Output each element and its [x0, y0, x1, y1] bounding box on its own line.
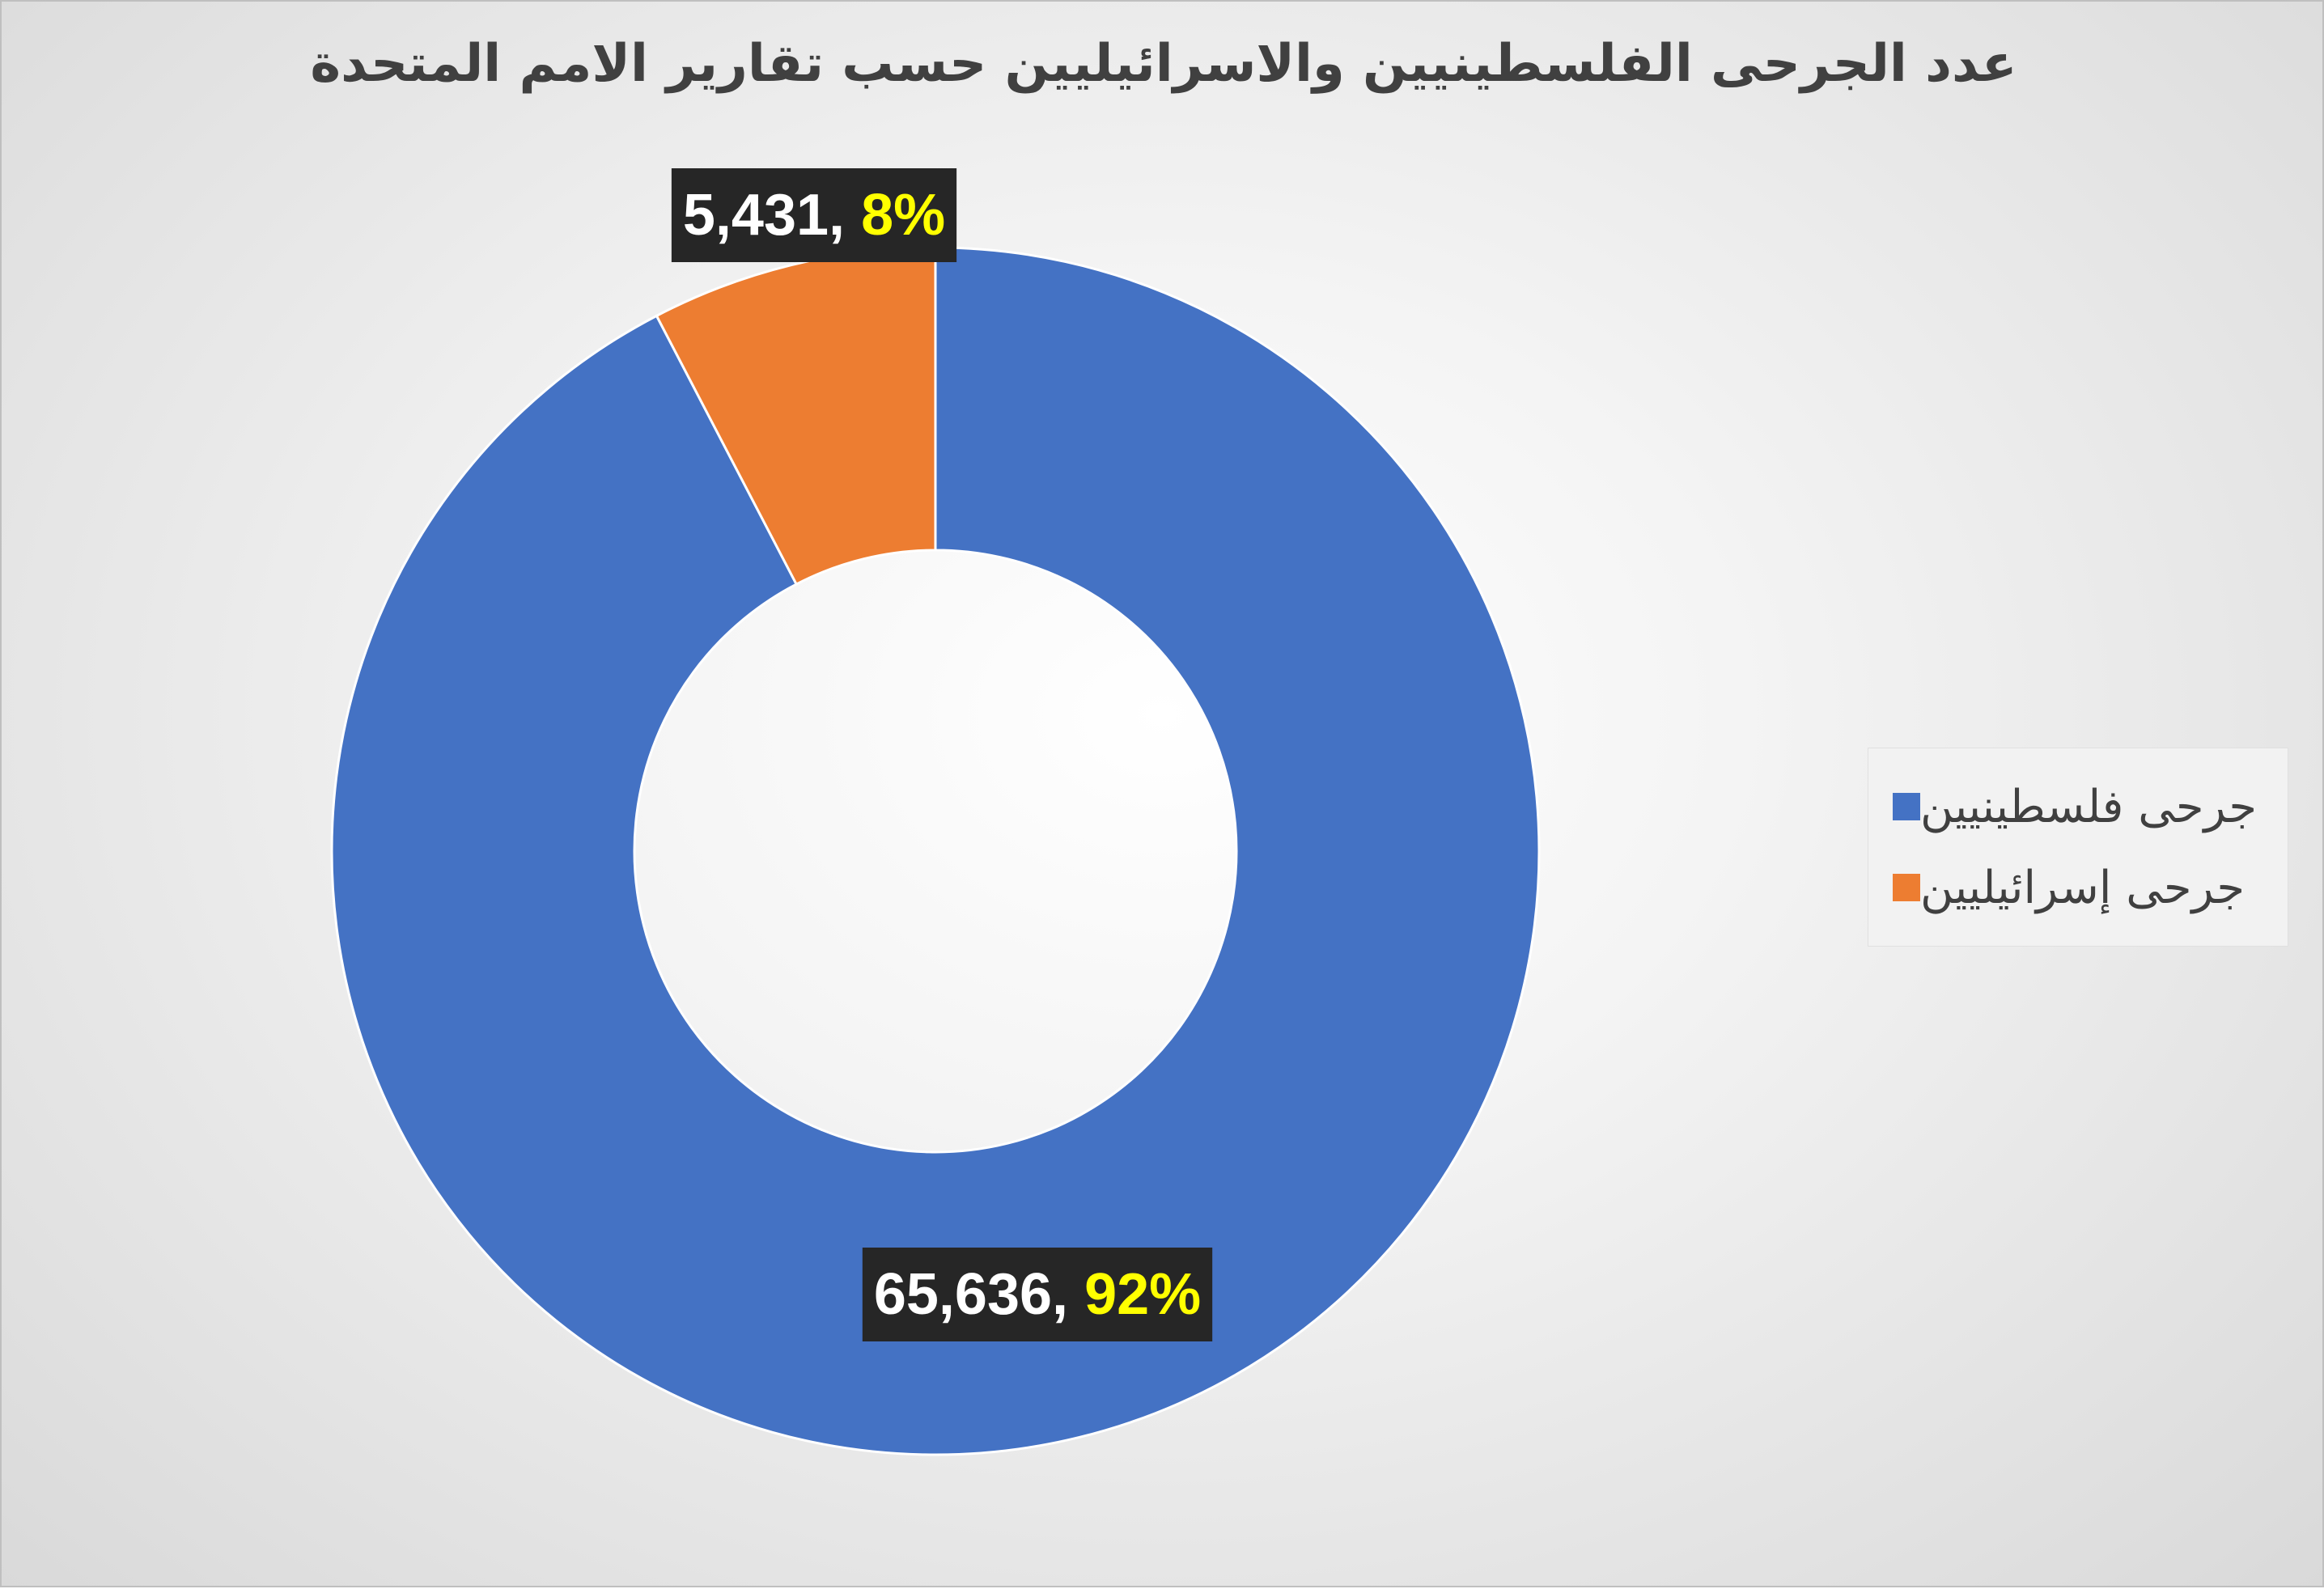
donut-slice-palestinian	[330, 246, 1541, 1456]
data-label-box-israeli	[671, 168, 957, 262]
data-label-box-palestinian	[862, 1248, 1213, 1341]
data-label-value-palestinian: 65,636,	[874, 1262, 1084, 1327]
legend-swatch-israeli	[1893, 874, 1920, 901]
legend-item-israeli: جرحى إسرائيليين	[1868, 847, 2289, 928]
legend: جرحى فلسطينيين جرحى إسرائيليين	[1868, 748, 2288, 947]
data-label-percent-israeli: 8%	[861, 183, 945, 248]
data-label-palestinian: 65,636, 92%	[862, 1248, 1213, 1341]
legend-label-israeli: جرحى إسرائيليين	[1920, 861, 2245, 914]
legend-item-palestinian: جرحى فلسطينيين	[1868, 766, 2289, 847]
legend-swatch-palestinian	[1893, 793, 1920, 820]
data-label-percent-palestinian: 92%	[1084, 1262, 1201, 1327]
data-label-text-palestinian: 65,636, 92%	[874, 1262, 1201, 1327]
legend-label-palestinian: جرحى فلسطينيين	[1920, 780, 2258, 833]
data-label-text-israeli: 5,431, 8%	[683, 183, 945, 248]
data-label-value-israeli: 5,431,	[683, 183, 861, 248]
data-label-israeli: 5,431, 8%	[671, 168, 957, 262]
chart-title: عدد الجرحى الفلسطينيين والاسرائيليين حسب…	[310, 34, 2017, 94]
